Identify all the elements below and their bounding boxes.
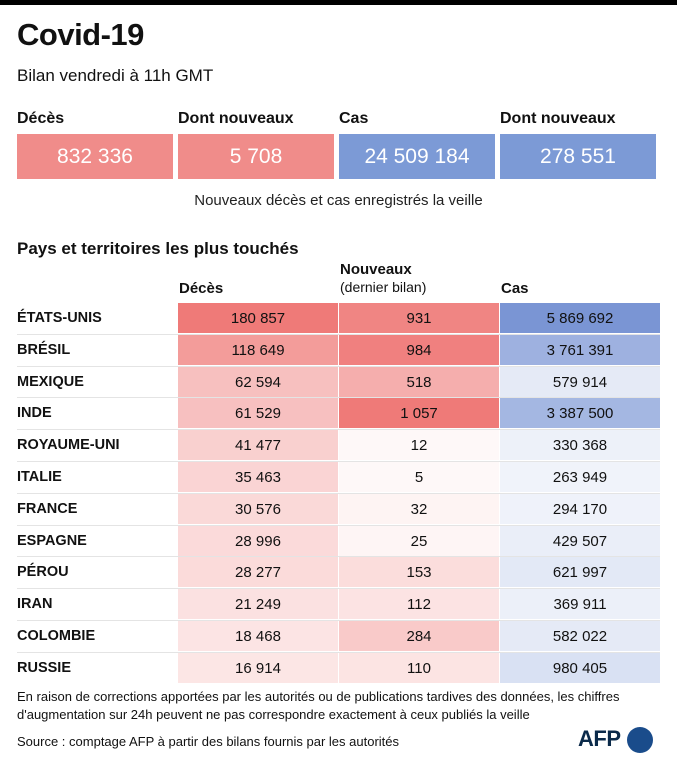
- country-label: PÉROU: [17, 564, 69, 580]
- cell-new: 32: [339, 494, 499, 524]
- cell-deaths: 18 468: [178, 621, 338, 651]
- country-label: MEXIQUE: [17, 374, 84, 390]
- country-label: IRAN: [17, 596, 53, 612]
- column-header-new-sub: (dernier bilan): [340, 279, 427, 295]
- cell-cases: 579 914: [500, 367, 660, 397]
- country-label: FRANCE: [17, 501, 78, 517]
- cell-deaths: 16 914: [178, 653, 338, 683]
- cell-deaths: 62 594: [178, 367, 338, 397]
- cell-deaths: 28 996: [178, 526, 338, 556]
- summary-box-new-cases: 278 551: [500, 134, 656, 179]
- cell-cases: 330 368: [500, 430, 660, 460]
- cell-cases: 294 170: [500, 494, 660, 524]
- cell-new: 110: [339, 653, 499, 683]
- cell-new: 12: [339, 430, 499, 460]
- row-divider: [17, 334, 660, 335]
- cell-deaths: 35 463: [178, 462, 338, 492]
- summary-box-cases: 24 509 184: [339, 134, 495, 179]
- row-divider: [17, 429, 660, 430]
- country-label: RUSSIE: [17, 660, 71, 676]
- cell-deaths: 21 249: [178, 589, 338, 619]
- afp-logo: AFP: [578, 726, 621, 751]
- cell-cases: 980 405: [500, 653, 660, 683]
- country-label: ITALIE: [17, 469, 62, 485]
- cell-cases: 369 911: [500, 589, 660, 619]
- cell-cases: 263 949: [500, 462, 660, 492]
- country-label: ROYAUME-UNI: [17, 437, 120, 453]
- row-divider: [17, 588, 660, 589]
- cell-deaths: 180 857: [178, 303, 338, 333]
- cell-cases: 429 507: [500, 526, 660, 556]
- cell-new: 931: [339, 303, 499, 333]
- page-title: Covid-19: [17, 17, 144, 52]
- row-divider: [17, 461, 660, 462]
- summary-box-new-deaths: 5 708: [178, 134, 334, 179]
- footnote-line-1: En raison de corrections apportées par l…: [17, 689, 620, 704]
- summary-note: Nouveaux décès et cas enregistrés la vei…: [194, 192, 483, 209]
- cell-cases: 621 997: [500, 557, 660, 587]
- section-title: Pays et territoires les plus touchés: [17, 239, 299, 258]
- cell-deaths: 28 277: [178, 557, 338, 587]
- column-header-deaths: Décès: [179, 280, 224, 297]
- row-divider: [17, 397, 660, 398]
- country-label: INDE: [17, 405, 52, 421]
- cell-deaths: 61 529: [178, 398, 338, 428]
- afp-logo-dot-icon: [627, 727, 653, 753]
- row-divider: [17, 525, 660, 526]
- column-header-cases: Cas: [501, 280, 529, 297]
- cell-new: 153: [339, 557, 499, 587]
- row-divider: [17, 493, 660, 494]
- cell-new: 112: [339, 589, 499, 619]
- summary-label-cases: Cas: [339, 110, 369, 127]
- summary-label-new-cases: Dont nouveaux: [500, 110, 616, 127]
- cell-new: 1 057: [339, 398, 499, 428]
- country-label: BRÉSIL: [17, 342, 71, 358]
- summary-label-new-deaths: Dont nouveaux: [178, 110, 294, 127]
- cell-cases: 3 761 391: [500, 335, 660, 365]
- row-divider: [17, 652, 660, 653]
- footnote-line-2: d'augmentation sur 24h peuvent ne pas co…: [17, 707, 530, 722]
- cell-deaths: 41 477: [178, 430, 338, 460]
- country-label: COLOMBIE: [17, 628, 96, 644]
- top-rule: [0, 0, 677, 5]
- cell-new: 25: [339, 526, 499, 556]
- row-divider: [17, 620, 660, 621]
- summary-box-deaths: 832 336: [17, 134, 173, 179]
- cell-deaths: 30 576: [178, 494, 338, 524]
- row-divider: [17, 366, 660, 367]
- cell-deaths: 118 649: [178, 335, 338, 365]
- row-divider: [17, 556, 660, 557]
- source-note: Source : comptage AFP à partir des bilan…: [17, 734, 400, 749]
- country-label: ÉTATS-UNIS: [17, 310, 102, 326]
- cell-new: 5: [339, 462, 499, 492]
- page-subtitle: Bilan vendredi à 11h GMT: [17, 66, 214, 85]
- cell-cases: 582 022: [500, 621, 660, 651]
- country-label: ESPAGNE: [17, 533, 87, 549]
- summary-label-deaths: Décès: [17, 110, 65, 127]
- cell-cases: 5 869 692: [500, 303, 660, 333]
- cell-new: 518: [339, 367, 499, 397]
- column-header-new: Nouveaux: [340, 261, 412, 278]
- cell-new: 984: [339, 335, 499, 365]
- cell-cases: 3 387 500: [500, 398, 660, 428]
- cell-new: 284: [339, 621, 499, 651]
